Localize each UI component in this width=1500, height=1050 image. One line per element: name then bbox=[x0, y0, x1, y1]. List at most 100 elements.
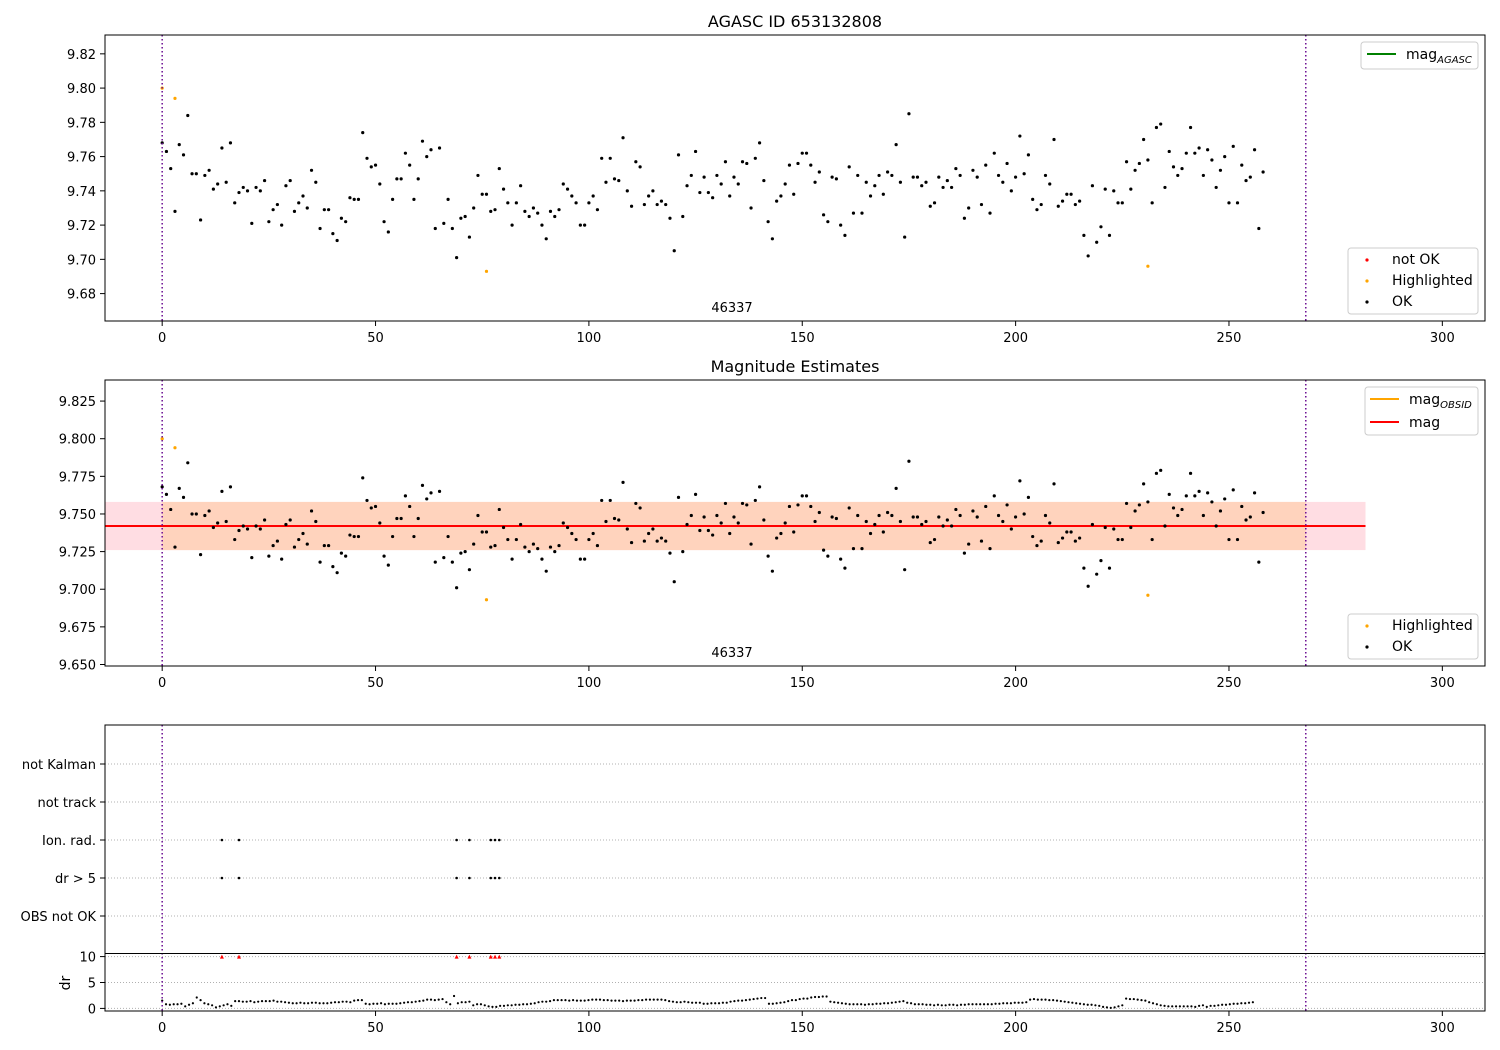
ok-point bbox=[288, 518, 292, 522]
dr-clipped-marker bbox=[454, 954, 459, 959]
dr-point bbox=[303, 1002, 306, 1005]
dr-point bbox=[848, 1003, 851, 1006]
ok-point bbox=[1154, 125, 1159, 130]
x-tick-label: 50 bbox=[367, 676, 384, 691]
ok-point bbox=[903, 235, 907, 239]
dr-point bbox=[744, 999, 748, 1002]
dr-point bbox=[1121, 1004, 1124, 1007]
legend-magnitude-bottom: Highlighted OK bbox=[1347, 613, 1479, 660]
dr-point bbox=[333, 1001, 337, 1004]
ok-point bbox=[1223, 497, 1227, 501]
ok-point bbox=[344, 220, 348, 224]
ok-point bbox=[843, 566, 847, 570]
dr-point bbox=[986, 1003, 989, 1006]
ok-point bbox=[1103, 187, 1107, 191]
ok-point bbox=[578, 557, 582, 561]
dr-point bbox=[714, 1002, 717, 1005]
ok-point bbox=[1043, 173, 1048, 178]
dr-point bbox=[1178, 1005, 1181, 1008]
ok-point bbox=[1035, 543, 1039, 548]
y-tick-label: 9.68 bbox=[67, 288, 96, 303]
y-tick-label: 9.78 bbox=[67, 116, 96, 131]
x-tick-label: 100 bbox=[576, 331, 601, 346]
x-tick-label: 50 bbox=[367, 331, 384, 346]
dr-point bbox=[598, 998, 602, 1001]
dr-point bbox=[675, 1001, 678, 1004]
ok-point bbox=[770, 237, 774, 241]
dr-point bbox=[541, 1000, 544, 1003]
flag-point bbox=[237, 838, 241, 842]
legend-ok-marker bbox=[1365, 300, 1369, 304]
ok-point bbox=[335, 238, 339, 243]
ok-point bbox=[339, 551, 344, 555]
ok-point bbox=[600, 156, 604, 160]
dr-point bbox=[860, 1003, 863, 1006]
ok-point bbox=[719, 521, 723, 525]
dr-point bbox=[1213, 1004, 1216, 1007]
ok-point bbox=[1248, 175, 1252, 179]
dr-point bbox=[1017, 1001, 1020, 1004]
ok-point bbox=[493, 208, 497, 212]
ok-point bbox=[864, 180, 868, 184]
dr-point bbox=[399, 1002, 402, 1005]
flag-point bbox=[220, 838, 224, 842]
ok-point bbox=[245, 527, 250, 531]
ok-point bbox=[915, 515, 920, 519]
dr-point bbox=[356, 999, 360, 1002]
ok-point bbox=[659, 536, 664, 540]
ok-point bbox=[1009, 527, 1013, 531]
dr-point bbox=[403, 1001, 406, 1004]
ok-point bbox=[1005, 503, 1009, 507]
ok-point bbox=[698, 190, 702, 195]
ok-point bbox=[408, 504, 412, 509]
flag-point bbox=[493, 876, 497, 880]
dr-point bbox=[779, 1001, 782, 1004]
dr-point bbox=[883, 1002, 886, 1005]
dr-point bbox=[1059, 1000, 1062, 1003]
ok-point bbox=[915, 175, 920, 179]
ok-point bbox=[745, 161, 749, 166]
ok-point bbox=[476, 513, 480, 518]
ok-point bbox=[711, 533, 715, 537]
ok-point bbox=[1252, 491, 1257, 495]
dr-point bbox=[633, 999, 636, 1002]
ok-point bbox=[839, 223, 843, 227]
dr-point bbox=[164, 1003, 168, 1006]
ok-point bbox=[1048, 521, 1052, 525]
ok-point bbox=[1001, 519, 1005, 524]
ok-point bbox=[1176, 173, 1180, 178]
dr-point bbox=[844, 1002, 847, 1005]
ok-point bbox=[988, 546, 992, 551]
ok-point bbox=[1014, 175, 1018, 179]
ok-point bbox=[373, 163, 378, 167]
ok-point bbox=[198, 553, 203, 557]
ok-point bbox=[1197, 146, 1201, 150]
ok-point bbox=[1065, 192, 1069, 196]
dr-point bbox=[975, 1003, 978, 1006]
ok-point bbox=[267, 220, 271, 224]
ok-point bbox=[395, 516, 399, 521]
dr-point bbox=[264, 1000, 267, 1003]
ok-point bbox=[181, 153, 186, 157]
flag-point bbox=[493, 838, 497, 842]
ok-point bbox=[826, 554, 830, 558]
ok-point bbox=[945, 178, 949, 183]
ok-point bbox=[1001, 180, 1005, 184]
ok-point bbox=[1116, 201, 1120, 205]
ok-point bbox=[326, 208, 331, 212]
dr-point bbox=[326, 1002, 329, 1005]
dr-point bbox=[575, 999, 579, 1002]
ok-point bbox=[237, 190, 241, 195]
x-tick-label: 250 bbox=[1217, 676, 1242, 691]
x-tick-label: 250 bbox=[1217, 331, 1242, 346]
ok-point bbox=[160, 485, 164, 489]
ok-point bbox=[651, 189, 655, 193]
dr-point bbox=[890, 1001, 893, 1004]
ok-point bbox=[924, 180, 928, 184]
dr-point bbox=[994, 1002, 997, 1005]
ok-point bbox=[881, 530, 885, 534]
dr-point bbox=[1198, 1004, 1201, 1007]
ok-point bbox=[762, 178, 766, 183]
dr-point bbox=[1071, 1001, 1074, 1004]
dr-point bbox=[368, 1003, 371, 1006]
